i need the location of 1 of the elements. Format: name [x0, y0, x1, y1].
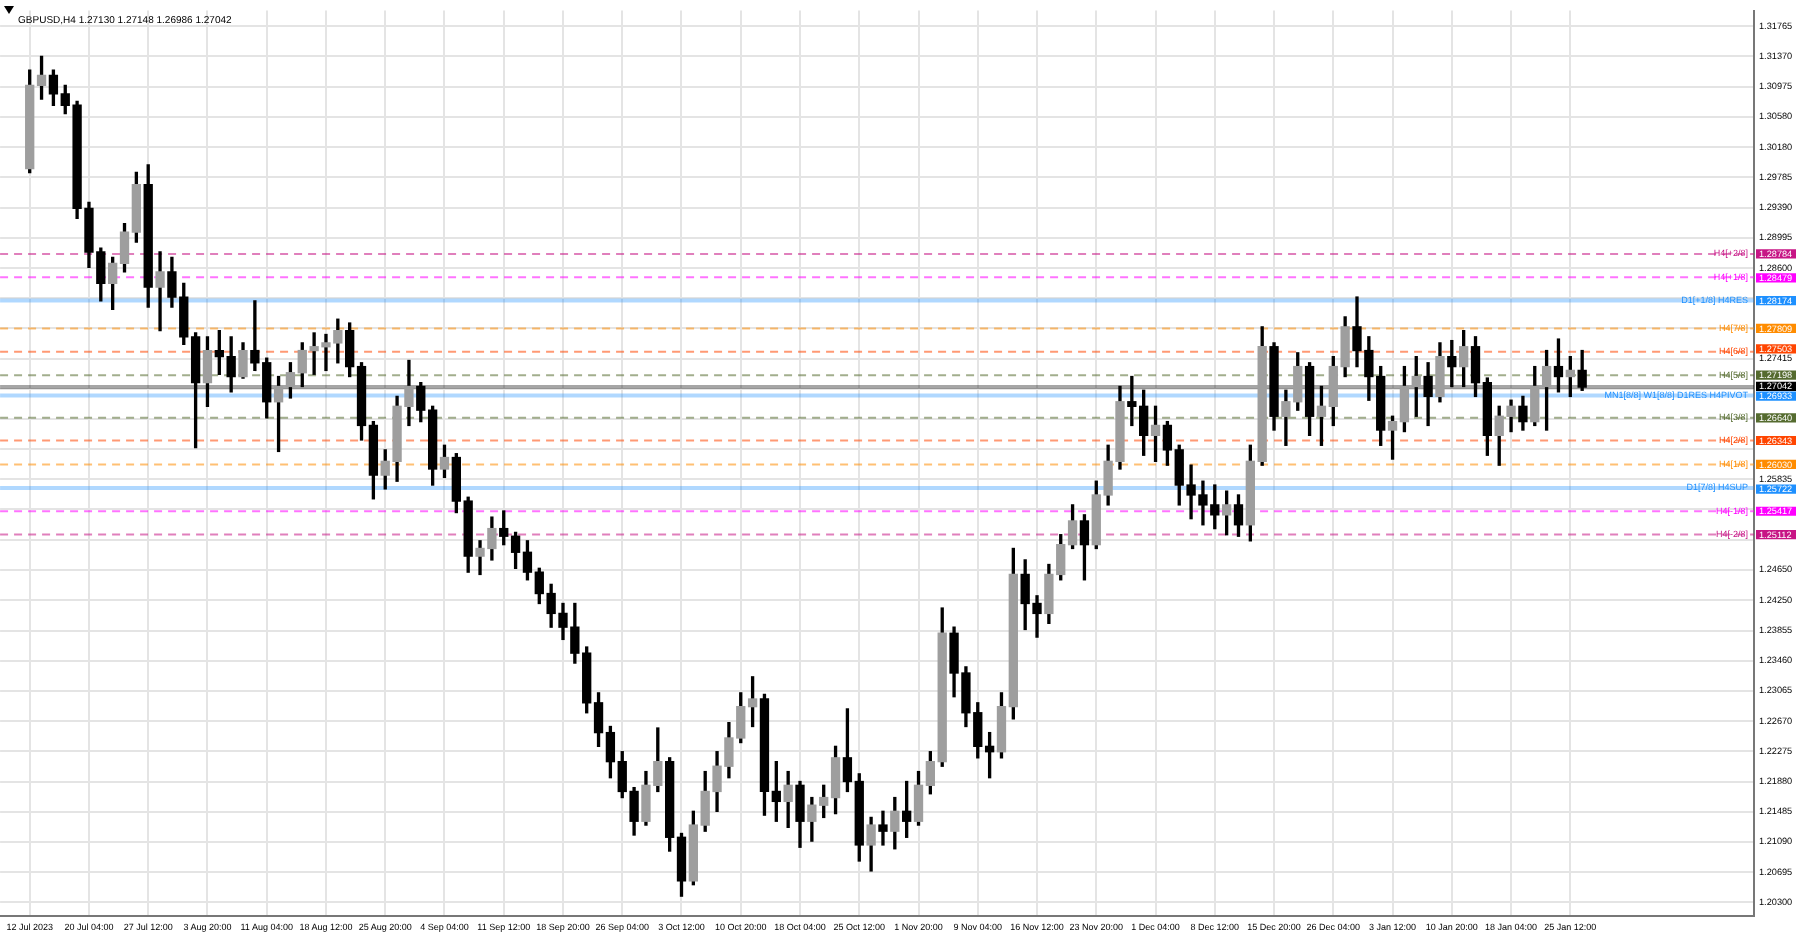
- candlestick: [878, 810, 888, 846]
